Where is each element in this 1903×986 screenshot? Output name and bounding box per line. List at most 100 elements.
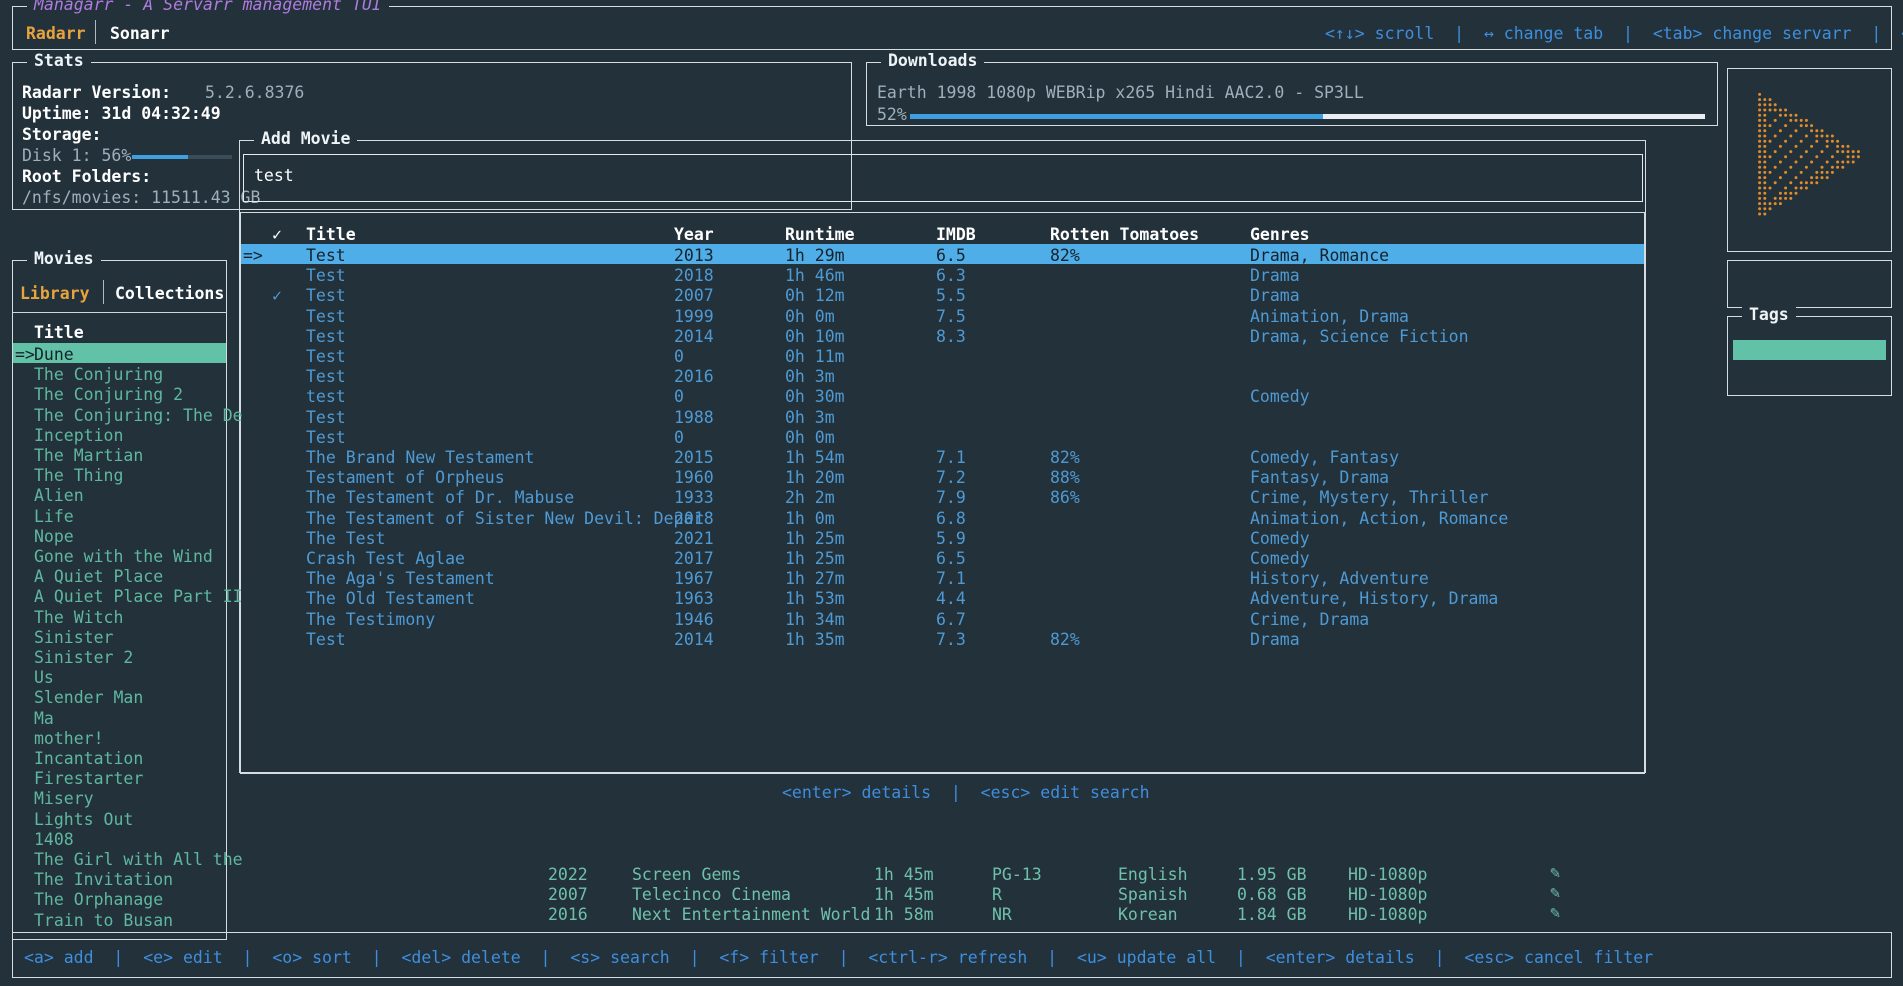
- movies-panel-title: Movies: [27, 249, 101, 270]
- stats-root-folder: /nfs/movies: 11511.43 GB: [22, 188, 261, 207]
- col-header-imdb[interactable]: IMDB: [936, 225, 976, 244]
- stats-panel: Stats: [12, 51, 852, 210]
- row-year: 2017: [674, 549, 714, 568]
- row-title: Test: [306, 266, 346, 286]
- list-item-label: Lights Out: [34, 809, 134, 829]
- movies-tab-divider: [103, 280, 104, 304]
- row-imdb: 5.5: [936, 286, 966, 306]
- row-runtime: 0h 0m: [785, 306, 835, 326]
- tab-library[interactable]: Library: [20, 284, 90, 303]
- row-title: The Testament of Sister New Devil: Depar: [306, 508, 704, 528]
- download-percent-label: 52%: [877, 105, 907, 124]
- tab-collections[interactable]: Collections: [115, 284, 225, 303]
- stats-uptime: Uptime: 31d 04:32:49: [22, 104, 221, 123]
- app-title: Managarr - A Servarr management TUI: [27, 0, 389, 16]
- detail-quality: HD-1080p: [1348, 885, 1428, 905]
- row-title: Test: [306, 306, 346, 326]
- row-runtime: 1h 0m: [785, 508, 835, 528]
- row-check-icon[interactable]: ✓: [272, 286, 282, 306]
- title-bar: Managarr - A Servarr management TUI: [12, 0, 1892, 50]
- row-runtime: 0h 12m: [785, 286, 845, 306]
- col-header-title[interactable]: Title: [306, 225, 356, 244]
- row-imdb: 6.7: [936, 609, 966, 629]
- row-genres: Comedy: [1250, 387, 1310, 407]
- detail-year: 2007: [548, 885, 588, 905]
- movies-col-header-title: Title: [34, 323, 84, 342]
- row-rt: 82%: [1050, 246, 1080, 265]
- row-year: 2014: [674, 629, 714, 649]
- row-imdb: 6.3: [936, 266, 966, 286]
- row-title: Test: [306, 427, 346, 447]
- row-genres: Comedy, Fantasy: [1250, 448, 1400, 467]
- download-progress-bar: [910, 114, 1705, 119]
- row-imdb: 6.5: [936, 549, 966, 568]
- pencil-icon[interactable]: ✎: [1550, 863, 1561, 883]
- row-genres: Fantasy, Drama: [1250, 468, 1390, 488]
- right-panel-top: [1727, 260, 1892, 308]
- row-title: Test: [306, 347, 346, 366]
- col-header-year[interactable]: Year: [674, 225, 714, 244]
- row-title: Test: [306, 286, 346, 306]
- list-item-label: The Invitation: [34, 870, 174, 890]
- row-genres: Drama: [1250, 629, 1300, 649]
- row-imdb: 4.4: [936, 589, 966, 609]
- row-genres: Comedy: [1250, 549, 1310, 568]
- row-genres: Crime, Drama: [1250, 609, 1370, 629]
- list-item-cursor-marker: =>: [15, 345, 35, 364]
- row-runtime: 0h 3m: [785, 407, 835, 427]
- row-imdb: 7.1: [936, 448, 966, 467]
- row-runtime: 1h 54m: [785, 448, 845, 467]
- list-item-label: Nope: [34, 526, 74, 546]
- col-header-genres[interactable]: Genres: [1250, 225, 1310, 244]
- search-results-table: [240, 212, 1645, 774]
- list-item-label: mother!: [34, 728, 104, 748]
- servarr-tab-divider: [95, 20, 96, 44]
- row-year: 2015: [674, 448, 714, 467]
- row-runtime: 0h 30m: [785, 387, 845, 407]
- list-item-label: Us: [34, 668, 54, 688]
- add-movie-popup: Add Movie: [239, 129, 1646, 773]
- row-title: Test: [306, 367, 346, 387]
- row-genres: Drama: [1250, 266, 1300, 286]
- list-item-label: A Quiet Place Part II: [34, 587, 243, 607]
- list-item-label: Gone with the Wind: [34, 547, 213, 566]
- list-item-label: Firestarter: [34, 769, 144, 789]
- tag-chip[interactable]: [1733, 340, 1886, 360]
- detail-studio: Next Entertainment World: [632, 905, 871, 925]
- row-genres: Drama, Romance: [1250, 246, 1390, 265]
- row-title: Test: [306, 407, 346, 427]
- col-header-check: ✓: [272, 225, 282, 244]
- servarr-tab-radarr[interactable]: Radarr: [26, 24, 86, 43]
- detail-rating: PG-13: [992, 865, 1042, 884]
- col-header-rotten-tomatoes[interactable]: Rotten Tomatoes: [1050, 225, 1200, 244]
- row-runtime: 1h 25m: [785, 528, 845, 548]
- downloads-title: Downloads: [881, 51, 985, 72]
- row-title: The Testimony: [306, 609, 436, 629]
- detail-studio: Telecinco Cinema: [632, 885, 791, 905]
- search-input[interactable]: [243, 154, 1643, 202]
- row-genres: Drama, Science Fiction: [1250, 326, 1469, 346]
- add-movie-footer-help: <enter> details | <esc> edit search: [782, 783, 1150, 802]
- row-genres: Comedy: [1250, 528, 1310, 548]
- row-runtime: 1h 35m: [785, 629, 845, 649]
- detail-language: Spanish: [1118, 885, 1188, 905]
- row-imdb: 5.9: [936, 528, 966, 548]
- detail-language: English: [1118, 865, 1188, 884]
- row-imdb: 6.5: [936, 246, 966, 265]
- list-item-label: 1408: [34, 829, 74, 849]
- pencil-icon[interactable]: ✎: [1550, 883, 1561, 904]
- row-runtime: 1h 29m: [785, 246, 845, 265]
- row-title: Test: [306, 326, 346, 346]
- list-item-label: Life: [34, 506, 74, 526]
- managarr-logo-icon: [1758, 92, 1860, 216]
- pencil-icon[interactable]: ✎: [1550, 903, 1561, 924]
- row-title: test: [306, 387, 346, 407]
- col-header-runtime[interactable]: Runtime: [785, 225, 855, 244]
- row-year: 0: [674, 347, 684, 366]
- row-title: The Brand New Testament: [306, 448, 535, 467]
- detail-studio: Screen Gems: [632, 865, 742, 884]
- row-year: 2018: [674, 508, 714, 528]
- row-year: 2007: [674, 286, 714, 306]
- servarr-tab-sonarr[interactable]: Sonarr: [110, 24, 170, 43]
